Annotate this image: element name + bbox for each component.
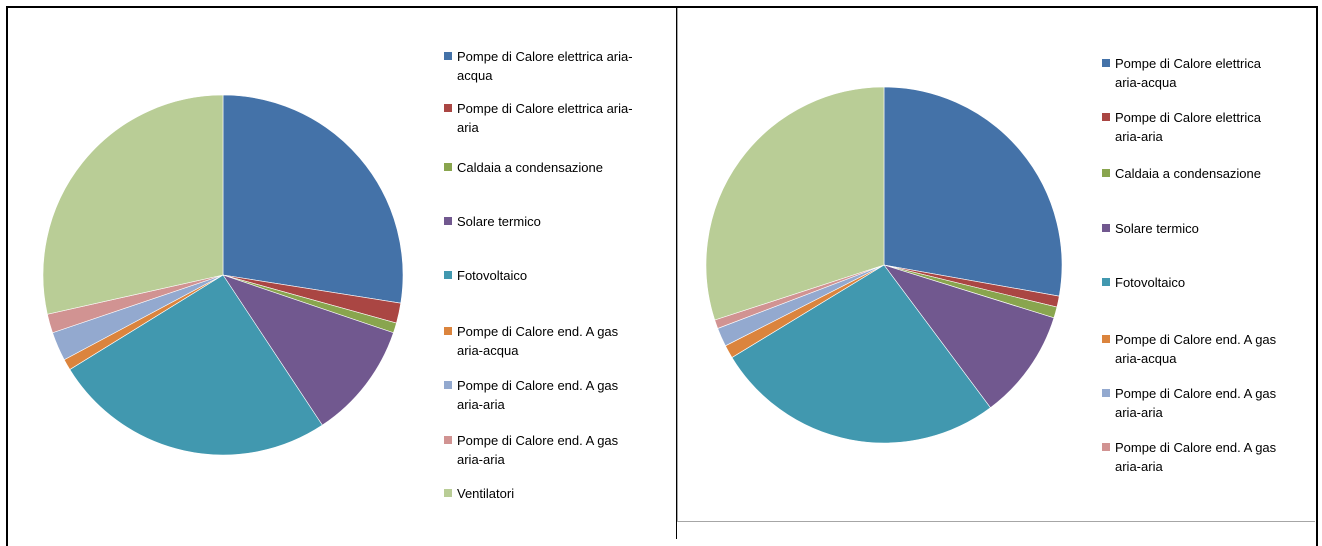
pie-slice <box>69 274 323 456</box>
legend-label: Pompe di Calore end. A gas aria-acqua <box>1115 332 1277 366</box>
legend-item: Solare termico <box>444 212 669 231</box>
legend-label: Caldaia a condensazione <box>457 160 603 175</box>
legend-swatch <box>1102 113 1110 121</box>
legend-item: Pompe di Calore end. A gas aria-aria <box>444 376 669 414</box>
legend-swatch <box>444 163 452 171</box>
legend-swatch <box>1102 335 1110 343</box>
legend-swatch <box>444 52 452 60</box>
right-chart-area <box>677 8 1315 522</box>
legend-item: Pompe di Calore elettrica aria-acqua <box>444 47 669 85</box>
pie-slice <box>705 86 885 321</box>
legend-label: Pompe di Calore end. A gas aria-acqua <box>457 324 619 358</box>
legend-label: Caldaia a condensazione <box>1115 166 1261 181</box>
legend-label: Solare termico <box>457 214 541 229</box>
legend-label: Pompe di Calore end. A gas aria-aria <box>1115 386 1277 420</box>
legend-swatch <box>1102 224 1110 232</box>
pie-slice <box>222 94 404 304</box>
legend-item: Fotovoltaico <box>444 266 669 285</box>
legend-item: Caldaia a condensazione <box>444 158 669 177</box>
legend-item: Solare termico <box>1102 219 1307 238</box>
legend-swatch <box>1102 278 1110 286</box>
legend-label: Solare termico <box>1115 221 1199 236</box>
pie-slice <box>883 86 1063 297</box>
legend-label: Pompe di Calore elettrica aria-aria <box>457 101 633 135</box>
legend-label: Pompe di Calore end. A gas aria-aria <box>457 433 619 467</box>
legend-label: Pompe di Calore end. A gas aria-aria <box>457 378 619 412</box>
legend-swatch <box>444 217 452 225</box>
legend-swatch <box>1102 443 1110 451</box>
legend-item: Ventilatori <box>444 484 669 503</box>
legend-item: Pompe di Calore end. A gas aria-aria <box>1102 438 1307 476</box>
legend-item: Pompe di Calore end. A gas aria-acqua <box>444 322 669 360</box>
legend-swatch <box>1102 59 1110 67</box>
legend-item: Caldaia a condensazione <box>1102 164 1307 183</box>
pie-chart-right <box>705 86 1063 444</box>
pie-slice <box>883 264 1055 409</box>
legend-item: Pompe di Calore end. A gas aria-aria <box>444 431 669 469</box>
legend-label: Pompe di Calore elettrica aria-acqua <box>457 49 633 83</box>
legend-item: Pompe di Calore end. A gas aria-acqua <box>1102 330 1307 368</box>
legend-label: Pompe di Calore elettrica aria-acqua <box>1115 56 1261 90</box>
legend-swatch <box>444 489 452 497</box>
legend-item: Fotovoltaico <box>1102 273 1307 292</box>
legend-swatch <box>444 271 452 279</box>
right-chart-frame <box>677 6 1318 546</box>
legend-swatch <box>1102 169 1110 177</box>
legend-swatch <box>444 436 452 444</box>
legend-swatch <box>444 381 452 389</box>
legend-label: Fotovoltaico <box>457 268 528 283</box>
legend-item: Pompe di Calore elettrica aria-acqua <box>1102 54 1307 92</box>
legend-swatch <box>444 327 452 335</box>
legend-item: Pompe di Calore end. A gas aria-aria <box>1102 384 1307 422</box>
legend-label: Fotovoltaico <box>1115 275 1186 290</box>
legend-item: Pompe di Calore elettrica aria-aria <box>444 99 669 137</box>
legend-label: Pompe di Calore elettrica aria-aria <box>1115 110 1261 144</box>
pie-slice <box>42 94 224 315</box>
pie-slice <box>731 264 991 444</box>
pie-slice <box>222 274 394 426</box>
legend-label: Ventilatori <box>457 486 515 501</box>
legend-swatch <box>1102 389 1110 397</box>
pie-chart-left <box>42 94 404 456</box>
frame-divider <box>676 6 677 539</box>
legend-swatch <box>444 104 452 112</box>
legend-label: Pompe di Calore end. A gas aria-aria <box>1115 440 1277 474</box>
legend-item: Pompe di Calore elettrica aria-aria <box>1102 108 1307 146</box>
left-chart-frame <box>6 6 677 546</box>
